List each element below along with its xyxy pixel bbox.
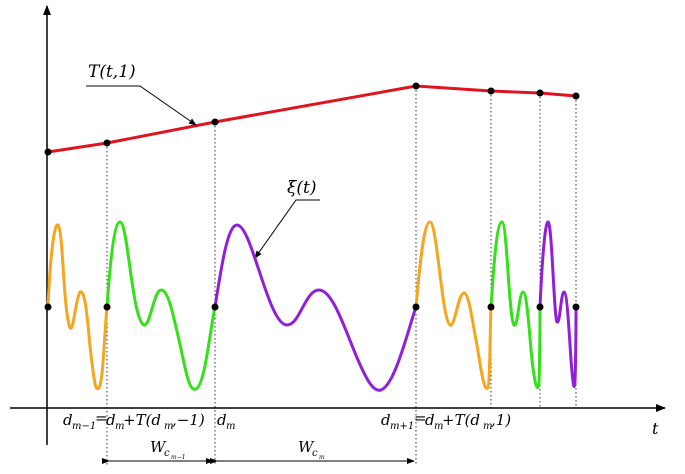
- label-d-m-plus-T-minus: d m +T(d m ,−1): [106, 411, 205, 432]
- svg-text:m: m: [434, 421, 443, 432]
- signal-purple-2: [538, 220, 578, 388]
- label-d-m-plus-T-plus: d m +T(d m ,1): [425, 411, 511, 432]
- svg-text:m: m: [483, 421, 492, 432]
- axis-label-t: t: [652, 419, 659, 438]
- svg-text:d: d: [425, 411, 435, 429]
- svg-text:c: c: [312, 448, 318, 459]
- svg-text:m: m: [319, 454, 325, 461]
- T-label-pointer: [86, 85, 197, 126]
- label-W1: W c m−1: [150, 438, 186, 461]
- svg-text:m: m: [115, 421, 124, 432]
- svg-text:W: W: [298, 438, 315, 456]
- signal-green-1: [105, 220, 217, 391]
- xi-label-pointer: [254, 199, 320, 259]
- signal-purple-1: [213, 223, 418, 392]
- svg-text:m+1: m+1: [390, 421, 414, 432]
- svg-text:d: d: [217, 411, 227, 429]
- T-curve: [47, 84, 577, 154]
- xi-curve-label: ξ(t): [287, 178, 316, 198]
- svg-text:+T(d: +T(d: [123, 411, 161, 429]
- label-d-m: d m: [217, 411, 235, 432]
- T-curve-points: [44, 82, 580, 156]
- label-W2: W c m: [298, 438, 325, 461]
- signal-points: [44, 303, 580, 311]
- svg-text:c: c: [164, 448, 170, 459]
- label-d-m-minus-1: d m−1: [63, 411, 96, 432]
- svg-text:d: d: [106, 411, 116, 429]
- signal-orange-2: [414, 220, 493, 390]
- T-curve-label: T(t,1): [88, 62, 136, 82]
- svg-text:+T(d: +T(d: [442, 411, 480, 429]
- svg-text:W: W: [150, 438, 167, 456]
- svg-text:m: m: [164, 421, 173, 432]
- svg-text:,−1): ,−1): [172, 411, 205, 429]
- label-equals-2: =: [414, 409, 427, 427]
- svg-text:d: d: [381, 411, 391, 429]
- signal-green-2: [489, 220, 542, 390]
- svg-text:m: m: [226, 421, 235, 432]
- label-equals-1: =: [95, 409, 108, 427]
- svg-text:d: d: [63, 411, 73, 429]
- svg-text:m−1: m−1: [171, 454, 186, 461]
- label-d-m-plus-1: d m+1: [381, 411, 414, 432]
- signal-orange-1: [46, 223, 109, 391]
- svg-text:,1): ,1): [491, 411, 511, 429]
- svg-text:m−1: m−1: [72, 421, 96, 432]
